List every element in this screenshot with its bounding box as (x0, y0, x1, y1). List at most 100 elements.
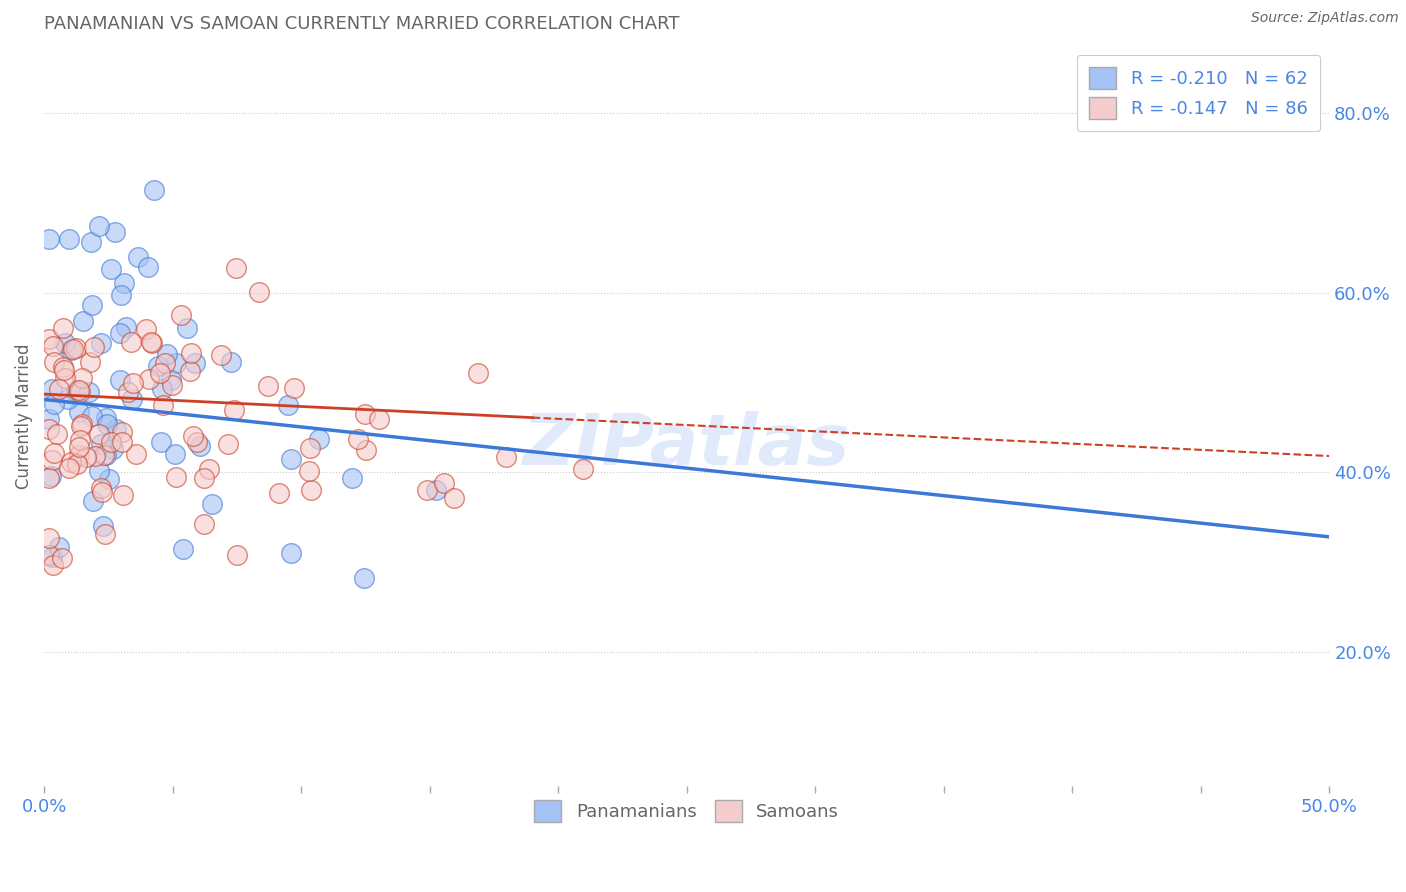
Point (160, 373, 183, 387)
Point (60, 343, 83, 357)
Point (150, 382, 173, 396)
Point (42, 558, 65, 573)
Point (79, 355, 101, 369)
Point (38, 412, 60, 426)
Point (117, 385, 139, 400)
Point (52, 320, 75, 334)
Point (153, 356, 176, 370)
Point (42, 446, 65, 460)
Point (356, 442, 378, 457)
Point (46, 427, 69, 442)
Point (69, 434, 91, 448)
Point (83, 449, 105, 463)
Point (97, 472, 120, 486)
Point (298, 464, 321, 478)
Point (186, 435, 208, 450)
Point (342, 471, 364, 485)
Point (163, 447, 186, 461)
Point (38, 548, 60, 562)
Point (416, 483, 439, 497)
Point (96, 417, 118, 431)
Legend: Panamanians, Samoans: Panamanians, Samoans (520, 786, 853, 837)
Point (193, 516, 215, 531)
Point (122, 376, 145, 391)
Point (75, 450, 97, 464)
Point (146, 359, 169, 373)
Point (56, 392, 79, 407)
Point (52, 359, 75, 374)
Point (69, 384, 91, 399)
Point (165, 470, 187, 484)
Point (51, 550, 73, 565)
Point (80, 409, 103, 423)
Point (139, 334, 162, 349)
Point (277, 398, 299, 412)
Point (127, 250, 149, 264)
Point (256, 379, 278, 393)
Point (80, 298, 103, 312)
Point (62, 342, 84, 356)
Point (425, 483, 447, 497)
Point (44, 355, 66, 369)
Point (108, 373, 131, 387)
Point (110, 326, 132, 340)
Point (160, 377, 183, 392)
Point (48, 540, 70, 554)
Point (224, 403, 246, 417)
Point (70, 371, 93, 385)
Point (38, 531, 60, 545)
Point (226, 548, 249, 562)
Point (42, 397, 65, 411)
Point (367, 412, 389, 426)
Point (58, 461, 80, 475)
Point (299, 441, 322, 455)
Point (87, 426, 110, 441)
Point (72, 313, 94, 327)
Point (53, 363, 76, 377)
Point (111, 435, 134, 450)
Point (90, 436, 112, 450)
Point (299, 483, 322, 498)
Point (65, 341, 87, 355)
Point (141, 335, 163, 350)
Point (217, 437, 239, 451)
Point (67, 440, 90, 454)
Point (353, 571, 375, 585)
Point (94, 527, 117, 541)
Y-axis label: Currently Married: Currently Married (15, 343, 32, 489)
Point (100, 434, 122, 449)
Point (209, 348, 232, 362)
Point (495, 450, 517, 465)
Point (87, 464, 110, 478)
Point (172, 541, 194, 556)
Point (38, 232, 60, 246)
Point (188, 439, 211, 453)
Point (66, 384, 89, 398)
Point (152, 398, 174, 412)
Point (354, 407, 377, 421)
Point (110, 288, 132, 302)
Point (67, 405, 90, 419)
Point (82, 493, 104, 508)
Point (183, 356, 205, 370)
Point (39, 468, 62, 483)
Point (136, 260, 159, 274)
Point (120, 334, 142, 349)
Point (308, 432, 330, 446)
Point (42, 339, 65, 353)
Point (104, 422, 127, 436)
Point (100, 262, 122, 277)
Point (38, 471, 60, 485)
Point (165, 355, 187, 369)
Text: PANAMANIAN VS SAMOAN CURRENTLY MARRIED CORRELATION CHART: PANAMANIAN VS SAMOAN CURRENTLY MARRIED C… (44, 15, 679, 33)
Text: Source: ZipAtlas.com: Source: ZipAtlas.com (1251, 11, 1399, 25)
Point (93, 519, 115, 533)
Point (90, 336, 112, 351)
Point (124, 446, 146, 460)
Point (80, 235, 103, 249)
Point (115, 319, 138, 334)
Point (150, 435, 173, 450)
Point (180, 346, 202, 360)
Point (283, 381, 305, 395)
Point (103, 442, 125, 456)
